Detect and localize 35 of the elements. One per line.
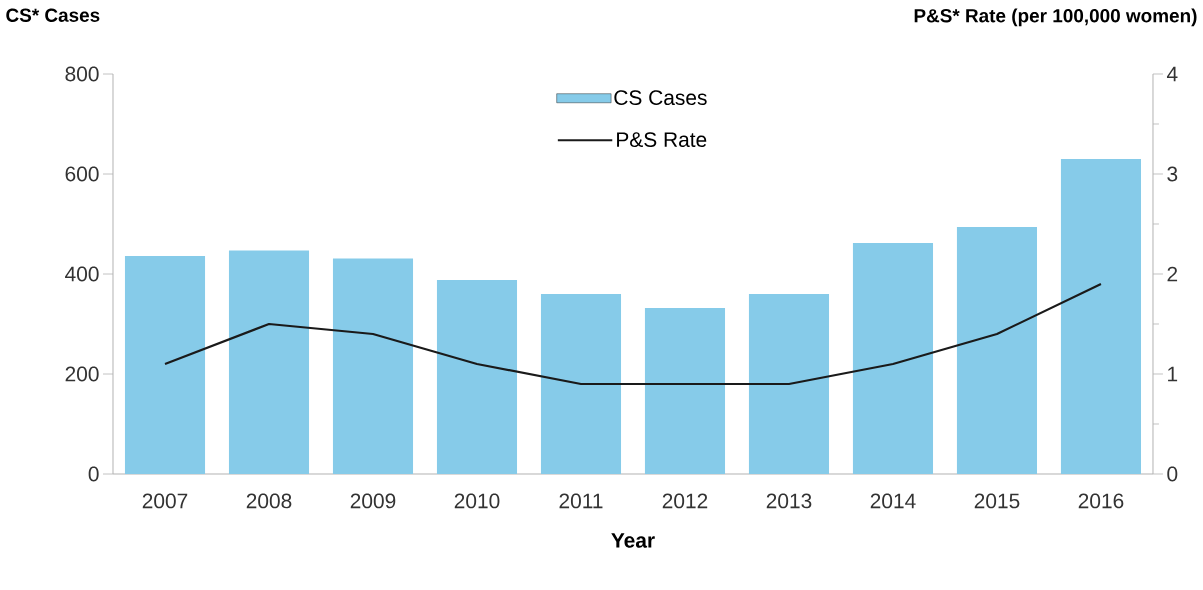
bar [956,227,1038,474]
x-axis-title: Year [611,533,655,548]
bar [1060,159,1142,474]
bar [228,250,310,474]
bar [436,280,518,474]
y-axis-title: CS* Cases [6,8,100,22]
x-tick-label: 2009 [350,493,396,509]
y-tick-label: 0 [88,466,99,482]
y2-tick-label: 4 [1166,66,1178,82]
x-tick-label: 2015 [974,493,1020,509]
x-tick-label: 2010 [454,493,500,509]
y-tick-label: 200 [65,366,99,382]
legend-label: P&S Rate [617,132,707,147]
y-tick-label: 800 [65,66,99,82]
y2-tick-label: 1 [1168,366,1178,382]
y2-tick-label: 2 [1167,266,1178,282]
x-tick-label: 2012 [662,493,708,509]
y-tick-label: 600 [65,166,99,182]
bar [540,294,622,474]
bar [124,256,206,474]
y2-tick-label: 0 [1167,466,1178,482]
x-tick-label: 2016 [1078,493,1124,509]
bar [332,258,414,474]
bar [852,243,934,474]
bar [748,294,830,474]
bar [644,308,726,474]
x-tick-label: 2013 [766,493,812,509]
y2-tick-label: 3 [1167,166,1178,182]
y2-axis-title: P&S* Rate (per 100,000 women) [914,8,1197,27]
x-tick-label: 2011 [559,493,603,509]
x-tick-label: 2008 [246,493,292,509]
x-tick-label: 2007 [142,493,188,509]
legend-label: CS Cases [614,90,707,105]
y-tick-label: 400 [65,266,99,282]
x-tick-label: 2014 [870,493,916,509]
